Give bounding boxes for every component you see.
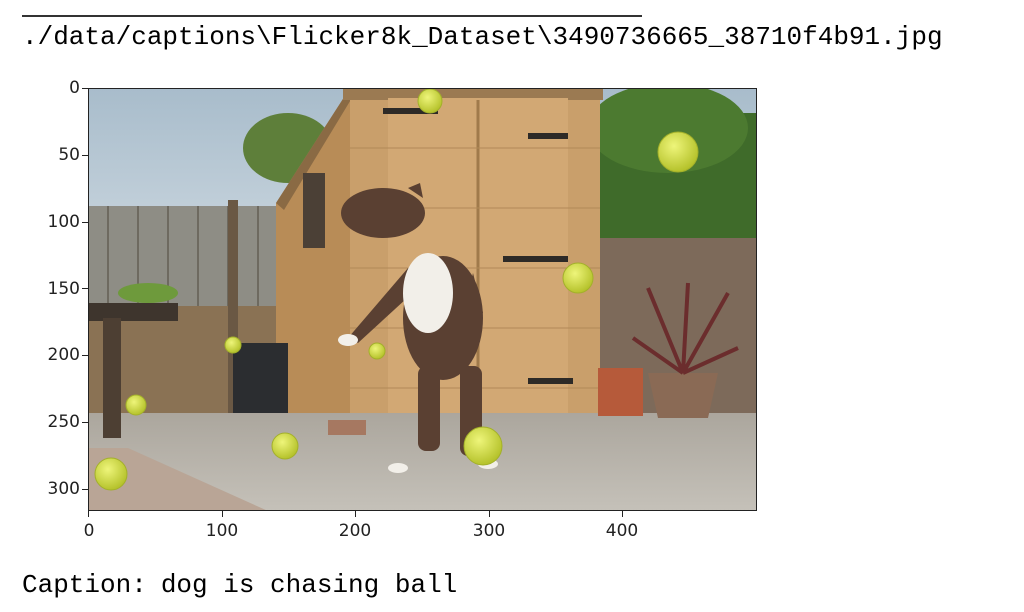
y-tick-label: 100 [47,212,80,232]
file-path-text: ./data/captions\Flicker8k_Dataset\349073… [22,22,943,52]
y-axis: 0 50 100 150 200 250 300 [0,0,80,612]
y-tick-label: 150 [47,279,80,299]
separator-line [22,15,642,17]
y-tick-label: 250 [47,412,80,432]
x-tick-label: 100 [205,521,239,541]
y-tick-label: 300 [47,479,80,499]
y-tick-label: 50 [58,145,80,165]
x-tick-label: 300 [472,521,506,541]
x-tick-label: 400 [605,521,639,541]
x-tick-label: 200 [338,521,372,541]
image-plot [82,88,757,517]
y-tick-label: 200 [47,345,80,365]
caption-label: Caption: [22,570,147,600]
x-tick-label: 0 [83,521,95,541]
dog-photo [88,88,757,511]
plot-frame [88,88,757,511]
y-tick-label: 0 [69,78,80,98]
caption-line: Caption: dog is chasing ball [22,570,457,600]
caption-text: dog is chasing ball [160,570,458,600]
